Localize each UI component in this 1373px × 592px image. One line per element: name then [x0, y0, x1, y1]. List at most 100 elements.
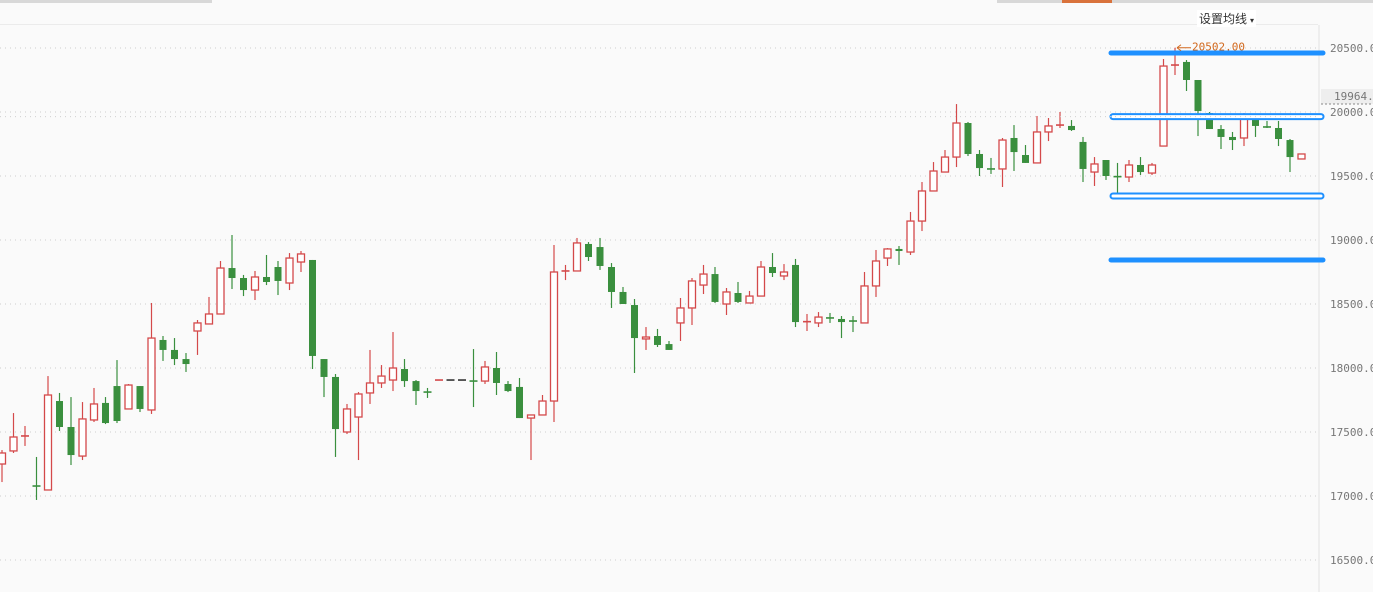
candle-body	[412, 381, 420, 392]
y-axis: 20500.0 20000.0 19500.0 19000.0 18500.0 18000…	[1330, 42, 1373, 567]
candle	[285, 253, 294, 291]
candle-body	[1090, 163, 1099, 173]
candle-body	[734, 292, 742, 302]
candle-body	[1297, 153, 1306, 160]
candle	[1194, 80, 1202, 137]
max-price-label: 20502.00	[1192, 41, 1245, 54]
candle-body	[56, 401, 63, 428]
candle	[365, 349, 375, 404]
candle	[526, 414, 536, 461]
candle	[240, 274, 247, 297]
candle-body	[1159, 65, 1168, 147]
candle-body	[756, 266, 766, 297]
candle-body	[860, 285, 869, 324]
candle-body	[676, 307, 685, 324]
candle	[182, 353, 190, 372]
candle-body	[296, 253, 306, 263]
candle-body	[608, 267, 615, 292]
candle	[274, 260, 282, 296]
candle-body	[504, 384, 512, 392]
ma-settings-dropdown[interactable]: 设置均线 ▾	[1196, 10, 1256, 27]
candle	[193, 320, 202, 355]
tab-divider	[997, 0, 1062, 3]
candle	[964, 121, 972, 157]
candle-body	[792, 264, 799, 323]
candle	[493, 352, 500, 396]
candle-body	[1286, 140, 1294, 158]
candle	[216, 260, 225, 315]
candle-body	[917, 190, 927, 222]
candle-body	[309, 259, 316, 356]
candle	[113, 360, 121, 424]
candle	[332, 374, 339, 457]
candle-body	[401, 369, 408, 382]
candle-body	[1044, 125, 1053, 133]
candle	[1297, 153, 1306, 160]
candle	[342, 403, 352, 435]
candle-body	[964, 123, 972, 154]
candle	[516, 377, 523, 419]
candle-body	[1275, 128, 1282, 140]
candle-body	[1206, 113, 1213, 130]
candle	[699, 264, 708, 295]
candle-body	[9, 436, 18, 452]
candle-body	[1194, 80, 1202, 111]
candle-body	[929, 170, 938, 192]
grid	[0, 47, 1316, 561]
candle-body	[549, 271, 559, 402]
candle	[676, 297, 685, 341]
current-price: 19964.1	[0, 89, 1373, 118]
candle-body	[699, 273, 708, 286]
candle	[585, 242, 592, 261]
candle-body	[895, 248, 903, 252]
candle	[572, 237, 582, 272]
candle	[124, 384, 133, 410]
candle-body	[1068, 125, 1075, 131]
candle	[263, 254, 270, 286]
top-tab-strip	[0, 0, 1373, 4]
candle	[32, 456, 41, 500]
candle	[250, 270, 260, 301]
y-tick-label: 17500.0	[1330, 426, 1373, 439]
y-tick-label: 18000.0	[1330, 362, 1373, 375]
candle	[1056, 112, 1064, 128]
current-price-label: 19964.1	[1334, 90, 1373, 103]
y-tick-label: 16500.0	[1330, 554, 1373, 567]
candle	[906, 211, 915, 255]
candle	[1217, 125, 1225, 149]
drawn-lines[interactable]	[1108, 50, 1326, 263]
candle	[1124, 160, 1134, 183]
candle-body	[113, 386, 121, 421]
candle	[469, 349, 478, 408]
candle	[9, 413, 18, 453]
candle-body	[147, 337, 156, 411]
candle-body	[814, 316, 823, 324]
candle-body	[332, 376, 339, 430]
candle	[412, 380, 420, 405]
candle	[296, 251, 306, 272]
candle-body	[687, 280, 697, 309]
candle-body	[596, 247, 604, 266]
candle	[480, 360, 490, 384]
candle	[976, 150, 983, 176]
arrow-left-icon	[1176, 44, 1182, 52]
candle	[769, 253, 776, 277]
candle-body	[745, 295, 754, 304]
candle-body	[585, 243, 592, 258]
candle-body	[906, 220, 915, 253]
candle	[67, 397, 75, 466]
candle-body	[159, 339, 167, 350]
candle	[1229, 131, 1236, 151]
candle-body	[377, 375, 386, 384]
candle	[1010, 125, 1018, 172]
candle-body	[1032, 131, 1042, 164]
candle-body	[976, 153, 983, 169]
candle	[21, 425, 29, 446]
candle	[734, 281, 742, 303]
candle-body	[43, 394, 53, 491]
active-tab-indicator[interactable]	[1062, 0, 1112, 3]
candle	[940, 150, 950, 173]
candle-body	[171, 349, 178, 360]
candle	[1044, 118, 1053, 142]
